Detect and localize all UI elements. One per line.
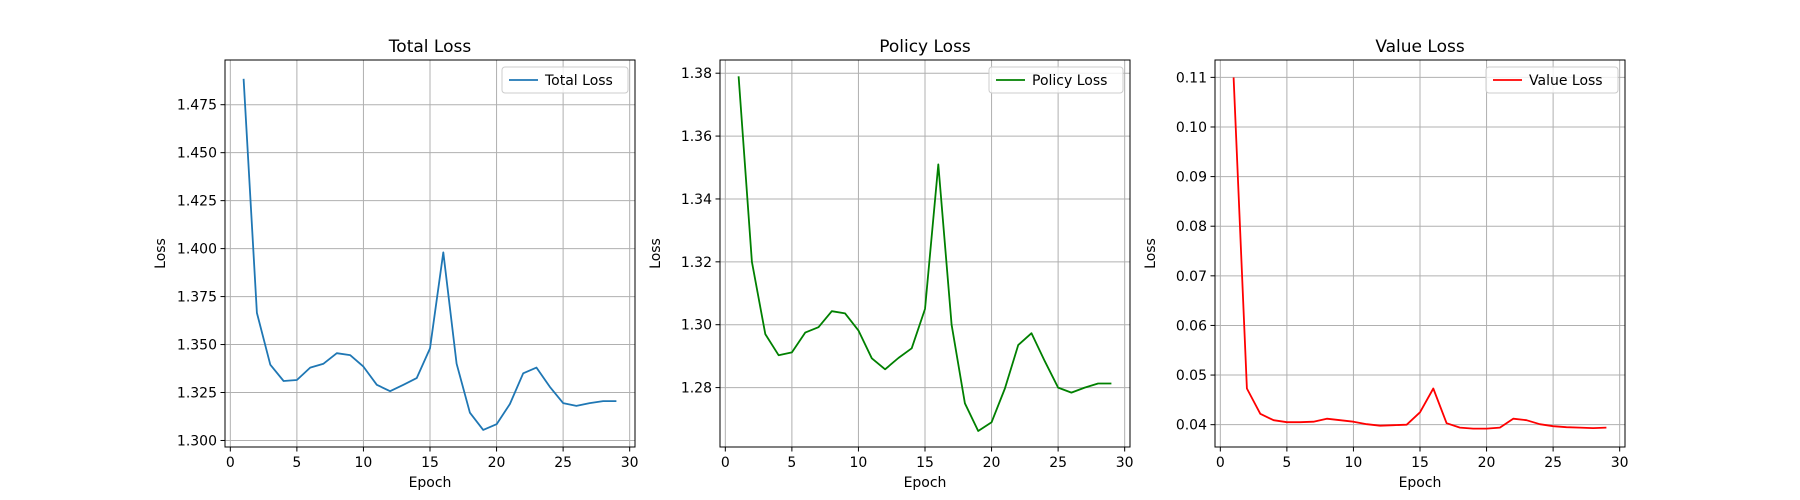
total-loss-legend: Total Loss: [501, 66, 629, 94]
legend-label: Policy Loss: [1032, 73, 1107, 89]
x-axis-label: Epoch: [409, 475, 452, 491]
policy-loss-panel: 0 5 10 15 20 25 30 1.28 1.30 1.32 1.34 1.36 1.38 Poli…: [648, 37, 1134, 491]
total-loss-line: [242, 78, 617, 431]
x-tick-label: 30: [1611, 455, 1629, 471]
y-tick-label: 1.38: [681, 66, 712, 82]
y-tick-label: 1.32: [681, 255, 712, 271]
y-tick-label: 1.450: [177, 146, 217, 162]
y-tick-label: 1.36: [681, 129, 712, 145]
x-tick-label: 0: [1216, 455, 1225, 471]
value-loss-legend: Value Loss: [1485, 66, 1619, 94]
x-tick-label: 20: [983, 455, 1001, 471]
legend-box: [1485, 66, 1619, 94]
y-tick-label: 0.08: [1176, 219, 1207, 235]
y-tick-label: 1.28: [681, 381, 712, 397]
legend-label: Value Loss: [1529, 73, 1603, 89]
legend-box: [988, 66, 1124, 94]
x-tick-label: 15: [916, 455, 934, 471]
policy-loss-legend: Policy Loss: [988, 66, 1124, 94]
y-axis-label: Loss: [1143, 238, 1159, 269]
x-tick-label: 30: [621, 455, 639, 471]
y-tick-label: 0.10: [1176, 120, 1207, 136]
legend-box: [501, 66, 629, 94]
y-tick-label: 1.350: [177, 338, 217, 354]
y-tick-label: 0.06: [1176, 318, 1207, 334]
total-loss-panel: 0 5 10 15 20 25 30 1.300 1.325 1.350 1.375 1.400 1.4…: [153, 37, 639, 491]
y-tick-label: 1.375: [177, 290, 217, 306]
x-tick-label: 20: [1478, 455, 1496, 471]
y-tick-label: 0.11: [1176, 70, 1207, 86]
y-tick-label: 0.07: [1176, 269, 1207, 285]
y-tick-label: 1.400: [177, 242, 217, 258]
x-tick-label: 25: [554, 455, 572, 471]
y-tick-label: 1.425: [177, 194, 217, 210]
x-tick-label: 10: [1345, 455, 1363, 471]
policy-loss-title: Policy Loss: [879, 37, 971, 57]
y-tick-label: 0.09: [1176, 170, 1207, 186]
x-tick-label: 25: [1544, 455, 1562, 471]
policy-loss-line: [737, 76, 1112, 432]
x-tick-label: 5: [1282, 455, 1291, 471]
y-axis-label: Loss: [153, 238, 169, 269]
y-tick-label: 1.325: [177, 386, 217, 402]
value-loss-panel: 0 5 10 15 20 25 30 0.04 0.05 0.06 0.07 0.08 0.09 0.10…: [1143, 37, 1629, 491]
x-tick-label: 5: [292, 455, 301, 471]
y-tick-label: 1.34: [681, 192, 712, 208]
x-tick-label: 30: [1116, 455, 1134, 471]
y-tick-label: 1.30: [681, 318, 712, 334]
x-tick-label: 10: [355, 455, 373, 471]
legend-label: Total Loss: [544, 73, 613, 89]
total-loss-title: Total Loss: [388, 37, 472, 57]
x-tick-label: 25: [1049, 455, 1067, 471]
x-tick-label: 15: [421, 455, 439, 471]
y-tick-label: 1.300: [177, 433, 217, 449]
x-tick-label: 0: [721, 455, 730, 471]
value-loss-line: [1232, 77, 1607, 430]
x-tick-label: 15: [1411, 455, 1429, 471]
x-tick-label: 5: [787, 455, 796, 471]
y-tick-label: 0.04: [1176, 418, 1207, 434]
y-tick-label: 0.05: [1176, 368, 1207, 384]
y-tick-label: 1.475: [177, 98, 217, 114]
x-tick-label: 10: [850, 455, 868, 471]
x-tick-label: 0: [226, 455, 235, 471]
y-axis-label: Loss: [648, 238, 664, 269]
x-axis-label: Epoch: [1399, 475, 1442, 491]
x-axis-label: Epoch: [904, 475, 947, 491]
x-tick-label: 20: [488, 455, 506, 471]
value-loss-title: Value Loss: [1375, 37, 1465, 57]
